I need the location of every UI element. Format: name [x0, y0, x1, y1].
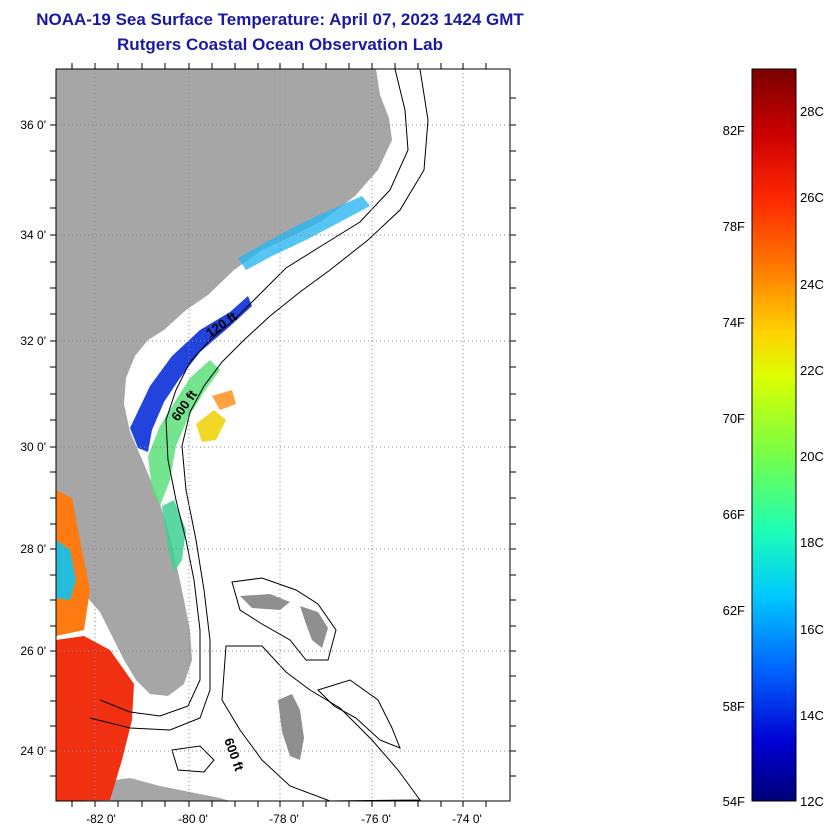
- sst-ga-patch: [196, 410, 226, 442]
- colorbar-c-20: 20C: [800, 449, 824, 464]
- colorbar-c-12: 12C: [800, 794, 824, 809]
- sst-offshore-patch: [212, 390, 236, 410]
- colorbar: [751, 68, 797, 802]
- sst-gulf-cool: [56, 540, 76, 600]
- lon-label-76: -76 0': [361, 812, 391, 826]
- land-abaco: [300, 606, 328, 648]
- lon-label-74: -74 0': [452, 812, 482, 826]
- lat-label-24: 24 0': [20, 744, 46, 758]
- land-florida-keys: [90, 778, 230, 801]
- land-andros: [278, 694, 304, 760]
- sst-coastal-cold: [130, 296, 252, 452]
- cuba-contour: [171, 745, 215, 773]
- colorbar-c-28: 28C: [800, 104, 824, 119]
- colorbar-f-74: 74F: [723, 315, 745, 330]
- colorbar-c-26: 26C: [800, 190, 824, 205]
- map-ticks: [50, 63, 516, 807]
- colorbar-c-22: 22C: [800, 363, 824, 378]
- land-grand-bahama: [240, 594, 290, 610]
- lat-label-34: 34 0': [20, 228, 46, 242]
- map-frame: [55, 68, 511, 802]
- map-title: NOAA-19 Sea Surface Temperature: April 0…: [36, 10, 524, 29]
- lat-label-32: 32 0': [20, 334, 46, 348]
- isobath-120ft: [99, 69, 409, 717]
- colorbar-f-66: 66F: [723, 507, 745, 522]
- map-subtitle: Rutgers Coastal Ocean Observation Lab: [117, 35, 443, 54]
- bahamas-bank-contour-south: [221, 645, 421, 801]
- lon-label-80: -80 0': [178, 812, 208, 826]
- lat-label-28: 28 0': [20, 542, 46, 556]
- colorbar-c-16: 16C: [800, 622, 824, 637]
- lon-label-78: -78 0': [269, 812, 299, 826]
- colorbar-c-24: 24C: [800, 277, 824, 292]
- colorbar-f-54: 54F: [723, 794, 745, 809]
- sst-warm-region: [56, 636, 134, 801]
- lat-label-30: 30 0': [20, 440, 46, 454]
- colorbar-f-62: 62F: [723, 603, 745, 618]
- bahamas-bank-contour: [231, 577, 337, 661]
- lon-label-82: -82 0': [86, 812, 116, 826]
- land-mainland: [56, 69, 392, 696]
- lat-label-36: 36 0': [20, 118, 46, 132]
- bahamas-bank-contour-east: [317, 679, 401, 749]
- colorbar-f-58: 58F: [723, 699, 745, 714]
- contour-label-600ft-south: 600 ft: [221, 736, 247, 774]
- colorbar-f-82: 82F: [723, 123, 745, 138]
- isobath-600ft: [89, 69, 429, 731]
- colorbar-f-70: 70F: [723, 411, 745, 426]
- colorbar-c-18: 18C: [800, 535, 824, 550]
- sst-gulf-west: [56, 490, 90, 636]
- sst-carolina-band: [238, 196, 370, 270]
- sst-coastal-green: [148, 360, 220, 506]
- colorbar-f-78: 78F: [723, 219, 745, 234]
- colorbar-c-14: 14C: [800, 708, 824, 723]
- lat-label-26: 26 0': [20, 644, 46, 658]
